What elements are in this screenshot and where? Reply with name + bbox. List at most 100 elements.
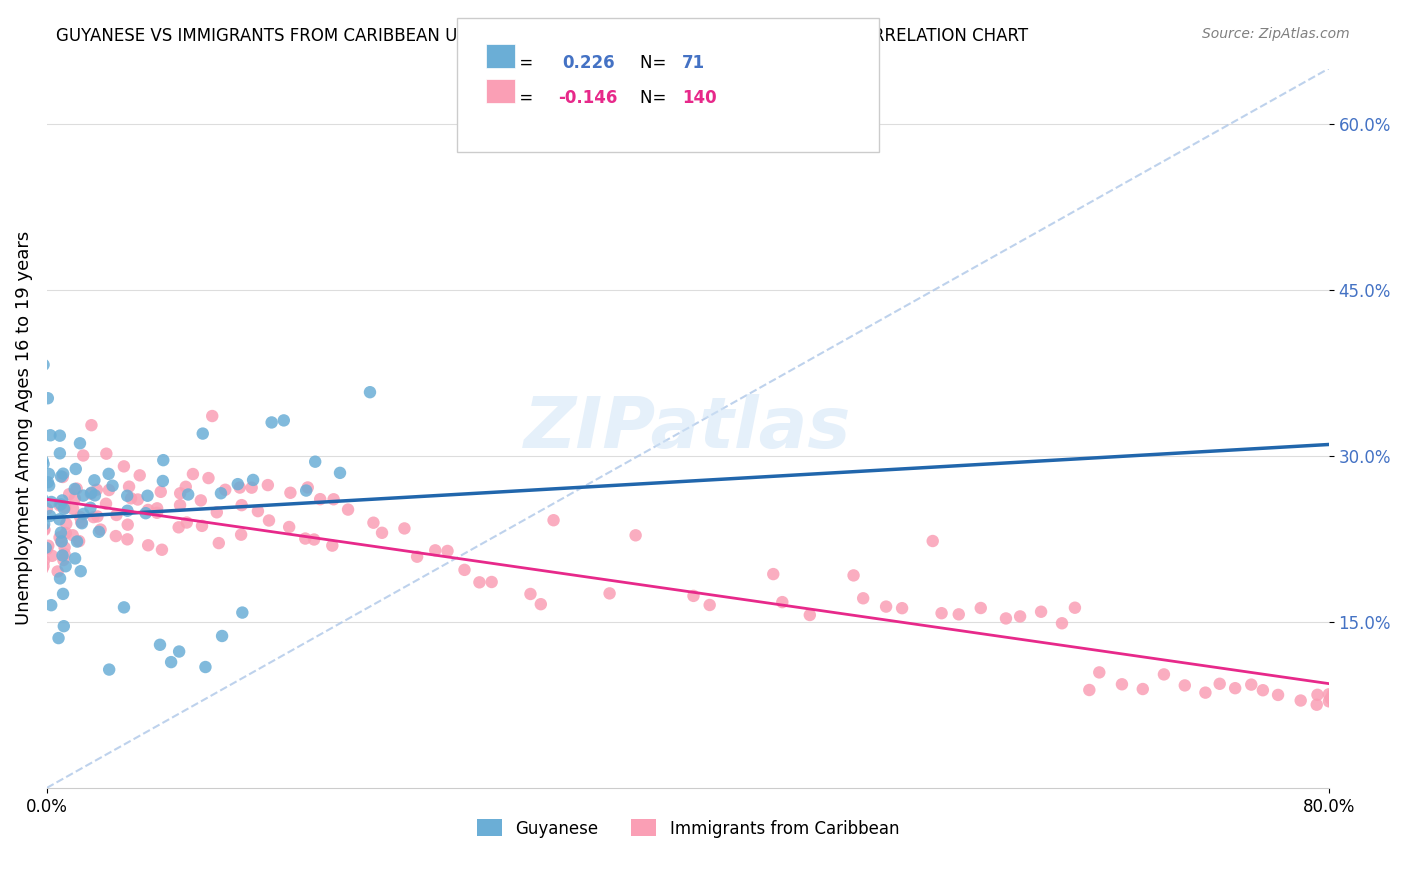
Immigrants from Caribbean: [201, 409, 224, 423]
Immigrants from Caribbean: [30, 536, 52, 550]
Immigrants from Caribbean: [58, 487, 80, 501]
Immigrants from Caribbean: [1317, 687, 1340, 701]
Guyanese: [242, 473, 264, 487]
Immigrants from Caribbean: [394, 521, 416, 535]
Guyanese: [177, 487, 200, 501]
Guyanese: [98, 663, 121, 677]
Immigrants from Caribbean: [66, 482, 89, 496]
Immigrants from Caribbean: [46, 565, 69, 579]
Immigrants from Caribbean: [146, 501, 169, 516]
Immigrants from Caribbean: [280, 485, 302, 500]
Immigrants from Caribbean: [52, 470, 75, 484]
Guyanese: [149, 638, 172, 652]
Immigrants from Caribbean: [150, 542, 173, 557]
Immigrants from Caribbean: [1029, 605, 1052, 619]
Immigrants from Caribbean: [1289, 693, 1312, 707]
Immigrants from Caribbean: [1132, 681, 1154, 696]
Immigrants from Caribbean: [599, 586, 621, 600]
Guyanese: [52, 619, 75, 633]
Immigrants from Caribbean: [37, 539, 59, 553]
Immigrants from Caribbean: [90, 523, 112, 537]
Immigrants from Caribbean: [205, 505, 228, 519]
Immigrants from Caribbean: [1194, 685, 1216, 699]
Guyanese: [72, 507, 94, 521]
Immigrants from Caribbean: [246, 504, 269, 518]
Guyanese: [49, 446, 72, 460]
Immigrants from Caribbean: [363, 516, 385, 530]
Immigrants from Caribbean: [1010, 609, 1032, 624]
Text: R =: R =: [492, 89, 538, 107]
Immigrants from Caribbean: [1306, 698, 1329, 712]
Immigrants from Caribbean: [41, 549, 63, 563]
Text: ZIPatlas: ZIPatlas: [524, 393, 852, 463]
Guyanese: [117, 504, 139, 518]
Guyanese: [152, 453, 174, 467]
Immigrants from Caribbean: [63, 491, 86, 506]
Immigrants from Caribbean: [55, 516, 77, 531]
Immigrants from Caribbean: [302, 533, 325, 547]
Guyanese: [52, 467, 75, 481]
Immigrants from Caribbean: [762, 567, 785, 582]
Immigrants from Caribbean: [257, 514, 280, 528]
Immigrants from Caribbean: [181, 467, 204, 481]
Immigrants from Caribbean: [770, 595, 793, 609]
Immigrants from Caribbean: [53, 541, 76, 555]
Guyanese: [160, 655, 183, 669]
Guyanese: [39, 598, 62, 612]
Text: GUYANESE VS IMMIGRANTS FROM CARIBBEAN UNEMPLOYMENT AMONG AGES 16 TO 19 YEARS COR: GUYANESE VS IMMIGRANTS FROM CARIBBEAN UN…: [56, 27, 1028, 45]
Guyanese: [115, 489, 138, 503]
Immigrants from Caribbean: [197, 471, 219, 485]
Immigrants from Caribbean: [48, 498, 70, 512]
Immigrants from Caribbean: [1153, 667, 1175, 681]
Guyanese: [152, 474, 174, 488]
Immigrants from Caribbean: [1306, 688, 1329, 702]
Immigrants from Caribbean: [453, 563, 475, 577]
Guyanese: [191, 426, 214, 441]
Guyanese: [97, 467, 120, 481]
Immigrants from Caribbean: [1223, 681, 1246, 696]
Immigrants from Caribbean: [53, 500, 76, 515]
Immigrants from Caribbean: [32, 559, 55, 574]
Guyanese: [52, 587, 75, 601]
Guyanese: [194, 660, 217, 674]
Immigrants from Caribbean: [921, 534, 943, 549]
Immigrants from Caribbean: [425, 543, 447, 558]
Guyanese: [231, 606, 253, 620]
Immigrants from Caribbean: [322, 492, 344, 507]
Immigrants from Caribbean: [128, 468, 150, 483]
Immigrants from Caribbean: [309, 492, 332, 507]
Guyanese: [41, 495, 63, 509]
Immigrants from Caribbean: [1111, 677, 1133, 691]
Guyanese: [39, 508, 62, 523]
Immigrants from Caribbean: [167, 520, 190, 534]
Immigrants from Caribbean: [104, 529, 127, 543]
Guyanese: [49, 428, 72, 442]
Immigrants from Caribbean: [1267, 688, 1289, 702]
Immigrants from Caribbean: [52, 553, 75, 567]
Legend: Guyanese, Immigrants from Caribbean: Guyanese, Immigrants from Caribbean: [470, 813, 905, 844]
Immigrants from Caribbean: [35, 502, 58, 516]
Guyanese: [53, 501, 76, 516]
Immigrants from Caribbean: [136, 503, 159, 517]
Guyanese: [49, 497, 72, 511]
Guyanese: [101, 478, 124, 492]
Text: 0.226: 0.226: [562, 54, 614, 71]
Immigrants from Caribbean: [240, 481, 263, 495]
Guyanese: [51, 493, 73, 508]
Text: N=: N=: [640, 89, 671, 107]
Guyanese: [49, 469, 72, 483]
Immigrants from Caribbean: [117, 517, 139, 532]
Immigrants from Caribbean: [931, 606, 953, 620]
Immigrants from Caribbean: [94, 497, 117, 511]
Immigrants from Caribbean: [118, 480, 141, 494]
Immigrants from Caribbean: [120, 491, 142, 506]
Guyanese: [136, 489, 159, 503]
Immigrants from Caribbean: [297, 480, 319, 494]
Guyanese: [83, 473, 105, 487]
Immigrants from Caribbean: [337, 502, 360, 516]
Guyanese: [34, 541, 56, 555]
Immigrants from Caribbean: [530, 597, 553, 611]
Text: Source: ZipAtlas.com: Source: ZipAtlas.com: [1202, 27, 1350, 41]
Immigrants from Caribbean: [624, 528, 647, 542]
Guyanese: [295, 483, 318, 498]
